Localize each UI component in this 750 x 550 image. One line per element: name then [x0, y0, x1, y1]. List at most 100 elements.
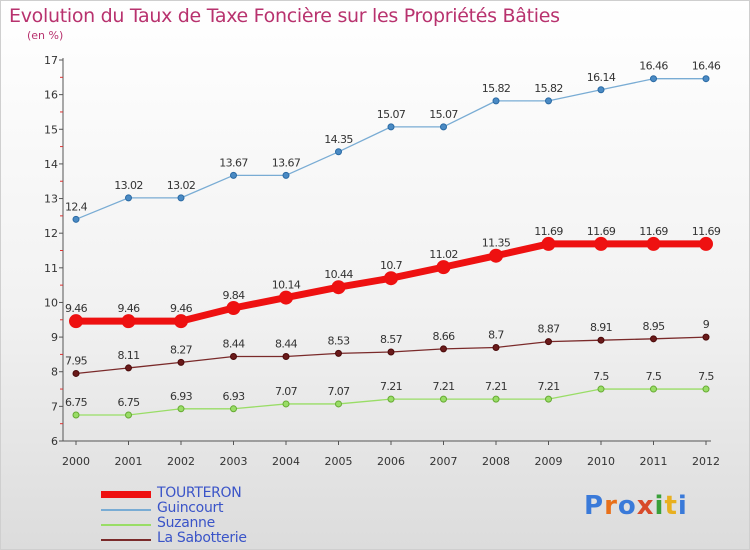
legend-swatch-la-sabotterie [101, 539, 151, 541]
y-tick-label: 7 [51, 400, 58, 413]
data-point-suzanne [282, 400, 290, 408]
data-label-la-sabotterie: 8.27 [170, 343, 193, 356]
x-tick-label: 2002 [167, 455, 195, 468]
data-point-tourteron [489, 248, 503, 263]
data-point-suzanne [387, 395, 395, 403]
data-label-tourteron: 10.14 [272, 279, 301, 292]
data-point-guincourt [702, 75, 710, 83]
data-label-la-sabotterie: 8.7 [488, 328, 504, 341]
data-label-guincourt: 13.67 [219, 156, 248, 169]
data-label-tourteron: 11.69 [534, 225, 563, 238]
x-tick-label: 2003 [220, 455, 248, 468]
data-point-tourteron [121, 314, 136, 329]
data-point-guincourt [597, 86, 605, 94]
data-label-guincourt: 13.02 [114, 179, 143, 192]
x-tick-label: 2011 [640, 455, 668, 468]
series-line-guincourt [75, 78, 706, 220]
data-label-guincourt: 12.4 [65, 200, 88, 213]
data-label-la-sabotterie: 8.57 [380, 333, 403, 346]
legend-label-tourteron: TOURTERON [157, 485, 242, 501]
data-point-la-sabotterie [125, 364, 132, 372]
x-tick-label: 2006 [377, 455, 405, 468]
y-tick-label: 17 [44, 54, 58, 67]
logo-letter: P [584, 491, 605, 521]
data-label-suzanne: 7.5 [593, 370, 609, 383]
data-point-la-sabotterie [545, 338, 552, 346]
data-point-la-sabotterie [492, 343, 500, 351]
logo-letter: r [604, 491, 618, 521]
data-label-suzanne: 7.21 [537, 380, 559, 393]
data-label-tourteron: 9.46 [117, 302, 140, 315]
y-tick-label: 14 [44, 158, 58, 171]
x-tick-label: 2000 [62, 455, 90, 468]
data-label-tourteron: 11.02 [429, 248, 458, 261]
data-point-guincourt [72, 215, 80, 223]
x-tick-label: 2007 [430, 455, 458, 468]
y-tick-label: 6 [51, 435, 58, 448]
data-label-suzanne: 6.75 [65, 396, 88, 409]
data-label-guincourt: 16.46 [692, 60, 721, 73]
data-point-tourteron [594, 236, 608, 251]
data-label-tourteron: 10.44 [324, 268, 353, 281]
data-point-suzanne [177, 405, 185, 413]
y-tick-label: 16 [44, 89, 58, 102]
data-label-guincourt: 16.14 [587, 71, 616, 84]
data-label-la-sabotterie: 9 [703, 318, 710, 331]
x-tick-label: 2001 [115, 455, 143, 468]
data-label-tourteron: 9.46 [170, 302, 193, 315]
chart-subtitle: (en %) [27, 29, 64, 42]
data-label-tourteron: 11.69 [587, 225, 616, 238]
data-point-la-sabotterie [702, 333, 710, 341]
data-point-tourteron [699, 236, 713, 251]
data-label-la-sabotterie: 8.44 [222, 337, 245, 350]
legend-label-la-sabotterie: La Sabotterie [157, 530, 247, 546]
legend-label-suzanne: Suzanne [157, 515, 215, 531]
y-tick-label: 9 [51, 331, 58, 344]
data-point-la-sabotterie [440, 345, 447, 353]
data-point-guincourt [387, 123, 395, 131]
legend-swatch-guincourt [101, 509, 151, 511]
data-point-la-sabotterie [177, 358, 185, 366]
y-tick-label: 10 [44, 296, 58, 309]
data-label-suzanne: 7.5 [698, 370, 714, 383]
data-point-tourteron [279, 290, 293, 305]
data-label-guincourt: 13.67 [272, 156, 301, 169]
data-point-suzanne [335, 400, 342, 408]
x-tick-label: 2004 [272, 455, 300, 468]
y-tick-label: 13 [44, 193, 58, 206]
data-label-suzanne: 6.93 [222, 390, 245, 403]
data-point-suzanne [597, 385, 605, 393]
data-label-suzanne: 7.21 [380, 380, 402, 393]
data-label-tourteron: 10.7 [380, 259, 403, 272]
data-label-tourteron: 9.84 [222, 289, 245, 302]
y-tick-label: 8 [51, 366, 58, 379]
logo-letter: i [677, 491, 688, 521]
data-point-la-sabotterie [335, 349, 342, 357]
data-point-tourteron [436, 260, 451, 275]
data-label-tourteron: 9.46 [65, 302, 88, 315]
data-point-suzanne [545, 395, 552, 403]
logo-letter: t [664, 491, 678, 521]
data-point-suzanne [230, 405, 237, 413]
y-tick-label: 15 [44, 123, 58, 136]
data-point-guincourt [440, 123, 447, 131]
data-label-guincourt: 13.02 [167, 179, 196, 192]
data-label-suzanne: 7.5 [646, 370, 662, 383]
data-point-tourteron [69, 314, 83, 329]
data-point-suzanne [650, 385, 657, 393]
data-label-la-sabotterie: 8.91 [590, 321, 612, 334]
data-point-tourteron [226, 300, 241, 315]
data-point-la-sabotterie [387, 348, 395, 356]
y-tick-label: 12 [44, 227, 58, 240]
data-label-suzanne: 7.07 [327, 385, 350, 398]
data-point-la-sabotterie [72, 369, 80, 377]
data-point-guincourt [335, 148, 342, 156]
data-point-guincourt [125, 194, 132, 202]
data-point-tourteron [331, 280, 346, 295]
data-label-la-sabotterie: 8.87 [537, 323, 560, 336]
x-tick-label: 2010 [587, 455, 615, 468]
data-point-la-sabotterie [650, 335, 657, 343]
data-label-suzanne: 7.21 [485, 380, 507, 393]
